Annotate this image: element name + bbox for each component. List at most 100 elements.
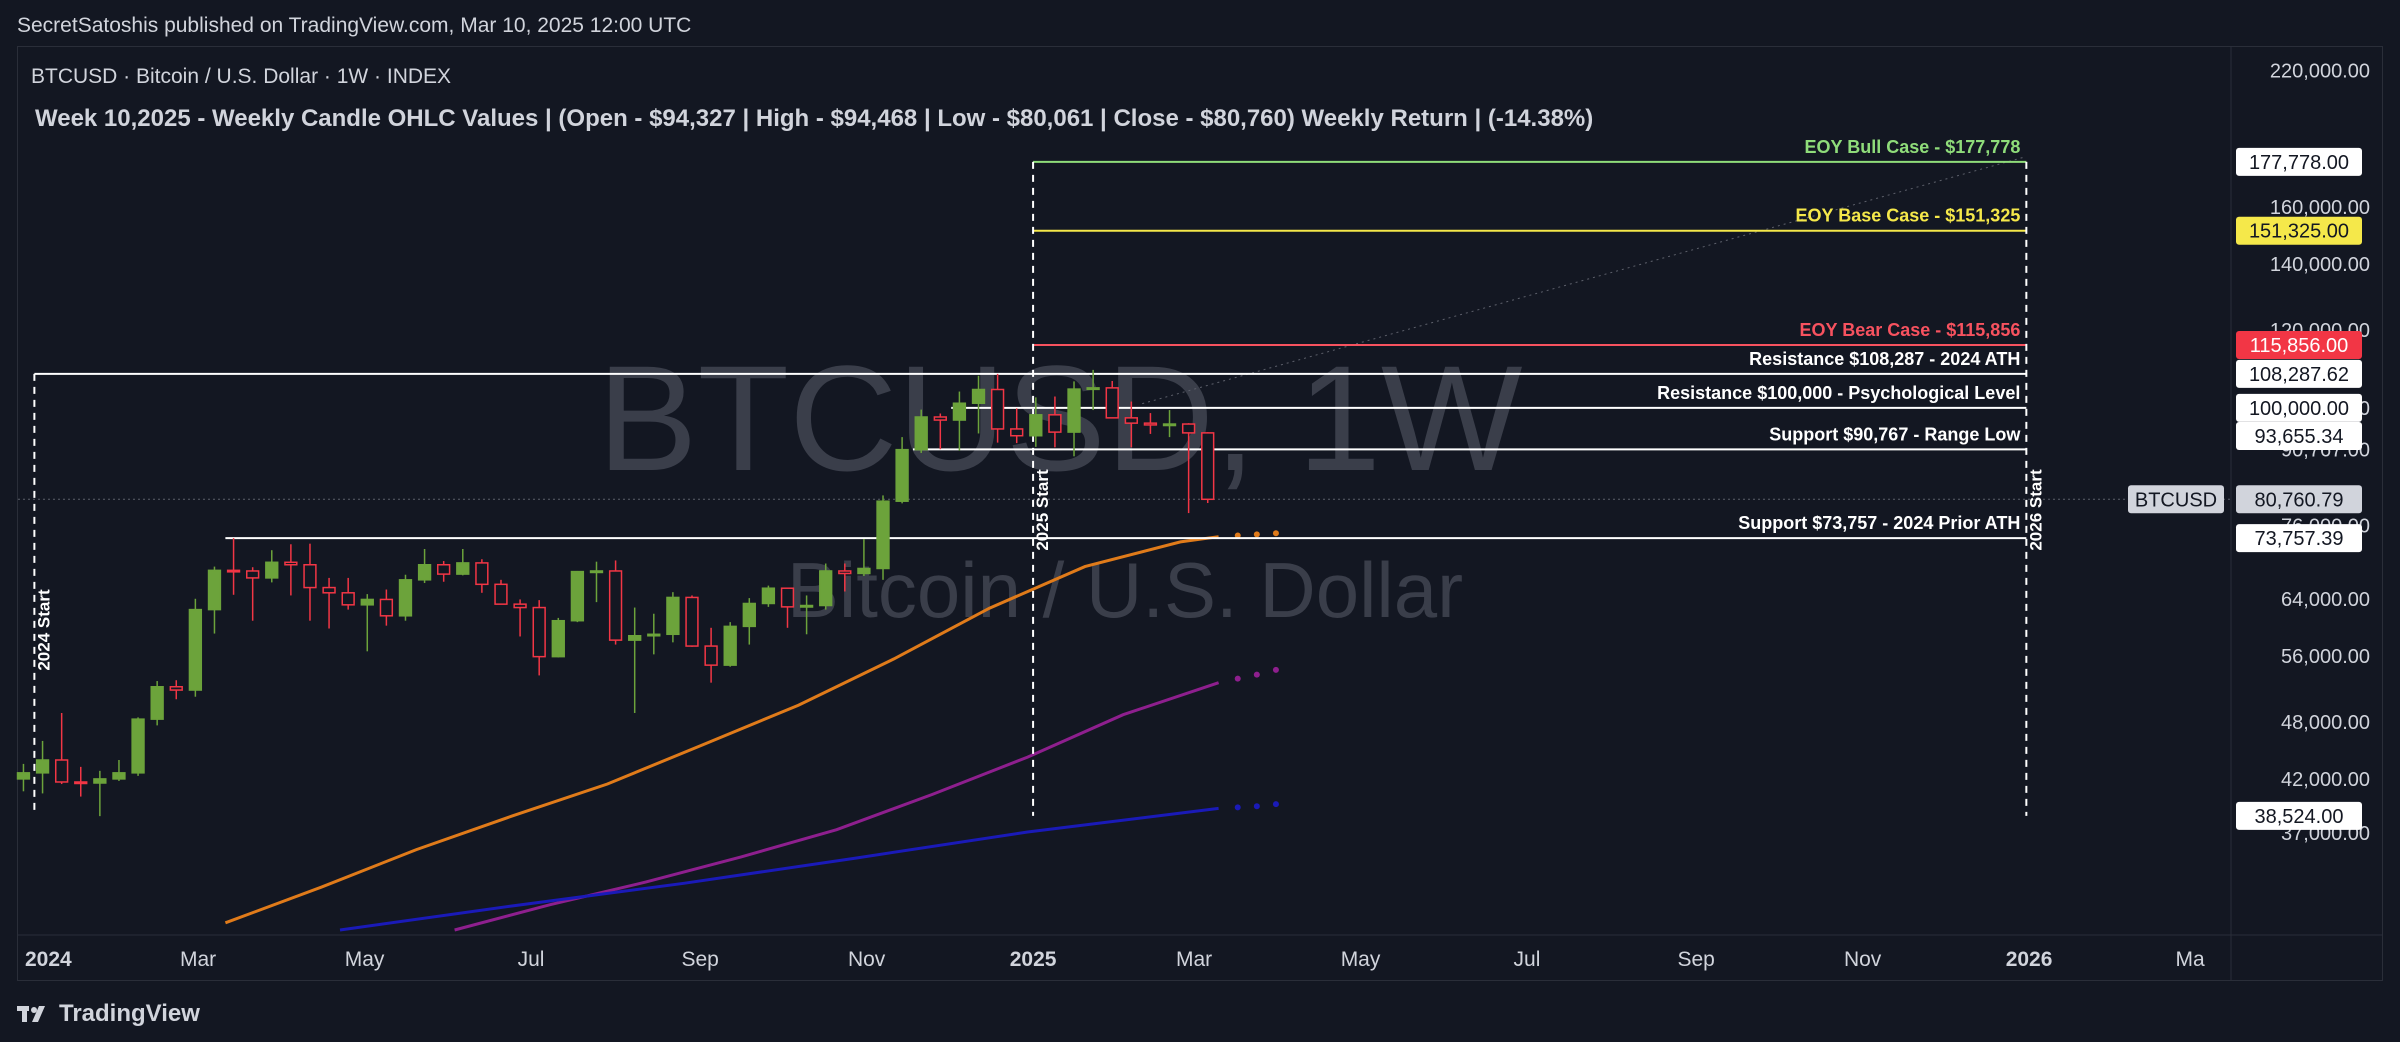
- candle-body[interactable]: [74, 781, 88, 785]
- candle-body[interactable]: [742, 602, 756, 628]
- candle-body[interactable]: [16, 772, 31, 780]
- candle-body[interactable]: [226, 569, 241, 573]
- candle-body[interactable]: [1181, 423, 1196, 434]
- candle-body[interactable]: [876, 500, 890, 570]
- candle-body[interactable]: [799, 604, 814, 608]
- candle-body[interactable]: [838, 570, 852, 575]
- candle-body[interactable]: [589, 570, 604, 574]
- footer-bar: [0, 981, 2400, 1042]
- price-tick-label: 48,000.00: [2281, 712, 2370, 734]
- candle-body[interactable]: [1086, 387, 1100, 391]
- candle-body[interactable]: [551, 619, 565, 658]
- candle-body[interactable]: [666, 596, 680, 636]
- candle-body[interactable]: [914, 416, 928, 451]
- price-badge[interactable]: [2236, 524, 2362, 553]
- moving-average-projection-dot: [1253, 531, 1260, 538]
- time-tick-label: 2025: [1010, 948, 1057, 971]
- candle-body[interactable]: [647, 633, 661, 637]
- level-label-4: Resistance $108,287 - 2024 ATH: [1749, 349, 2020, 369]
- level-label-6: Support $90,767 - Range Low: [1769, 424, 2021, 444]
- candle-body[interactable]: [112, 772, 126, 780]
- candle-body[interactable]: [188, 608, 203, 691]
- candle-body[interactable]: [513, 603, 527, 609]
- price-badge[interactable]: [2236, 330, 2362, 359]
- candle-body[interactable]: [379, 598, 394, 617]
- candle-body[interactable]: [895, 448, 909, 502]
- candle-body[interactable]: [54, 759, 69, 783]
- candle-body[interactable]: [990, 388, 1005, 430]
- moving-average-projection-dot: [1234, 675, 1241, 682]
- candle-body[interactable]: [780, 587, 795, 608]
- vertical-marker-label-3: 2026 Start: [2026, 469, 2045, 551]
- price-badge[interactable]: [2236, 216, 2362, 245]
- candle-body[interactable]: [131, 718, 145, 774]
- candle-body[interactable]: [494, 583, 508, 605]
- candle-body[interactable]: [761, 587, 776, 605]
- candle-body[interactable]: [628, 634, 642, 641]
- candle-body[interactable]: [1162, 423, 1177, 427]
- symbol-badge[interactable]: [2128, 485, 2224, 514]
- candle-body[interactable]: [417, 563, 432, 581]
- candle-body[interactable]: [1067, 388, 1081, 433]
- price-badge-label: 93,655.34: [2255, 426, 2344, 448]
- time-tick-label: 2026: [2006, 948, 2053, 971]
- tradingview-brand[interactable]: TradingView: [17, 1000, 200, 1028]
- candle-body[interactable]: [341, 592, 355, 606]
- candle-body[interactable]: [1029, 414, 1043, 437]
- candle-body[interactable]: [437, 563, 451, 575]
- candle-body[interactable]: [570, 570, 585, 622]
- candle-body[interactable]: [723, 625, 737, 666]
- candle-body[interactable]: [857, 567, 871, 575]
- candle-body[interactable]: [1010, 428, 1024, 437]
- candle-body[interactable]: [532, 606, 546, 658]
- time-tick-label: May: [1341, 948, 1381, 971]
- candle-body[interactable]: [475, 562, 489, 586]
- candle-body[interactable]: [952, 402, 967, 421]
- candle-body[interactable]: [284, 561, 298, 566]
- moving-average-projection-dot: [1272, 801, 1279, 808]
- price-badge[interactable]: [2236, 359, 2362, 388]
- candle-body[interactable]: [1143, 422, 1158, 426]
- candle-body[interactable]: [322, 586, 336, 594]
- candle-body[interactable]: [685, 596, 699, 647]
- vertical-marker-label-1: 2024 Start: [34, 589, 53, 671]
- symbol-line: BTCUSD · Bitcoin / U.S. Dollar · 1W · IN…: [31, 65, 451, 88]
- candle-body[interactable]: [245, 570, 260, 579]
- candle-body[interactable]: [933, 416, 947, 421]
- chart-pane[interactable]: [17, 46, 2383, 981]
- candle-body[interactable]: [150, 686, 164, 720]
- moving-average-projection-dot: [1234, 804, 1241, 811]
- moving-average-projection-dot: [1272, 530, 1279, 537]
- candle-body[interactable]: [360, 598, 374, 606]
- moving-average-line-3: [339, 806, 1219, 932]
- candle-body[interactable]: [1105, 387, 1119, 419]
- candle-body[interactable]: [608, 570, 623, 641]
- candle-body[interactable]: [456, 562, 470, 575]
- price-badge[interactable]: [2236, 393, 2362, 422]
- time-tick-label: Mar: [1176, 948, 1212, 971]
- price-badge[interactable]: [2236, 485, 2362, 514]
- candle-body[interactable]: [398, 579, 413, 617]
- time-tick-label: Sep: [1677, 948, 1714, 971]
- price-badge-label: 177,778.00: [2249, 152, 2349, 174]
- candle-body[interactable]: [207, 569, 222, 611]
- candle-body[interactable]: [169, 686, 183, 691]
- candle-body[interactable]: [1124, 417, 1138, 424]
- candle-body[interactable]: [93, 778, 107, 784]
- price-badge[interactable]: [2236, 147, 2362, 176]
- candle-body[interactable]: [265, 561, 279, 579]
- candle-body[interactable]: [303, 563, 317, 589]
- candle-body[interactable]: [704, 645, 718, 666]
- price-badge-label: 38,524.00: [2255, 806, 2344, 828]
- candle-body[interactable]: [1048, 414, 1062, 433]
- price-badge[interactable]: [2236, 801, 2362, 830]
- candle-body[interactable]: [35, 759, 50, 774]
- candle-body[interactable]: [1201, 432, 1215, 501]
- moving-average-projection-dot: [1234, 532, 1241, 539]
- price-badge[interactable]: [2236, 421, 2362, 450]
- candle-body[interactable]: [971, 388, 986, 404]
- level-label-3: EOY Bear Case - $115,856: [1800, 320, 2021, 340]
- candle-body[interactable]: [819, 570, 833, 607]
- publisher-bar: SecretSatoshis published on TradingView.…: [0, 0, 2400, 46]
